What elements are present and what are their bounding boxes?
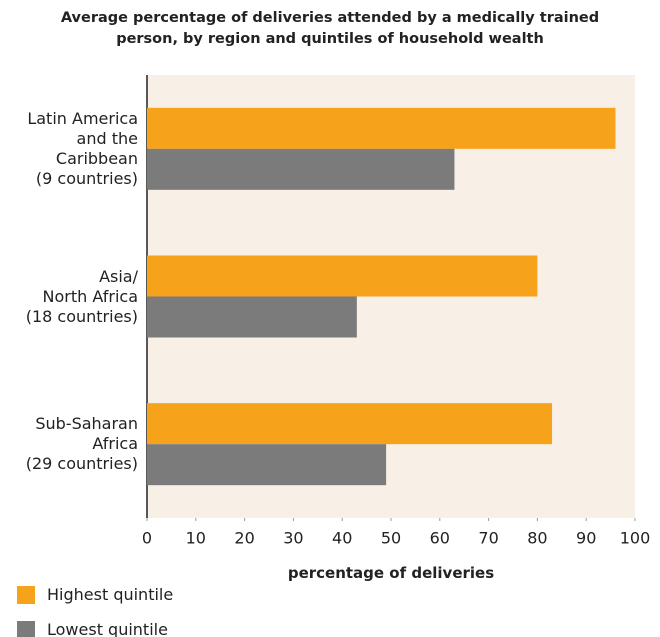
legend-swatch: [17, 586, 35, 604]
legend-label: Highest quintile: [47, 585, 174, 604]
bar: [147, 403, 553, 445]
x-tick-label: 50: [381, 529, 401, 548]
bar: [147, 296, 357, 338]
legend-label: Lowest quintile: [47, 620, 168, 637]
x-tick-label: 90: [576, 529, 596, 548]
bar: [147, 148, 455, 190]
x-tick-label: 80: [527, 529, 547, 548]
x-tick-label: 60: [430, 529, 450, 548]
x-tick-label: 0: [142, 529, 152, 548]
bar: [147, 107, 616, 149]
bar: [147, 444, 387, 486]
x-tick-label: 100: [620, 529, 651, 548]
x-tick-label: 10: [186, 529, 206, 548]
bar: [147, 255, 538, 297]
y-tick-label: Asia/ North Africa (18 countries): [25, 266, 138, 326]
y-tick-label: Latin America and the Caribbean (9 count…: [27, 108, 138, 188]
x-tick-label: 30: [283, 529, 303, 548]
x-axis-label: percentage of deliveries: [287, 564, 495, 582]
x-tick-label: 70: [478, 529, 498, 548]
x-tick-label: 20: [234, 529, 254, 548]
legend-swatch: [17, 621, 35, 637]
chart-title: Average percentage of deliveries attende…: [60, 10, 600, 47]
x-tick-label: 40: [332, 529, 352, 548]
y-tick-label: Sub-Saharan Africa (29 countries): [25, 414, 138, 474]
